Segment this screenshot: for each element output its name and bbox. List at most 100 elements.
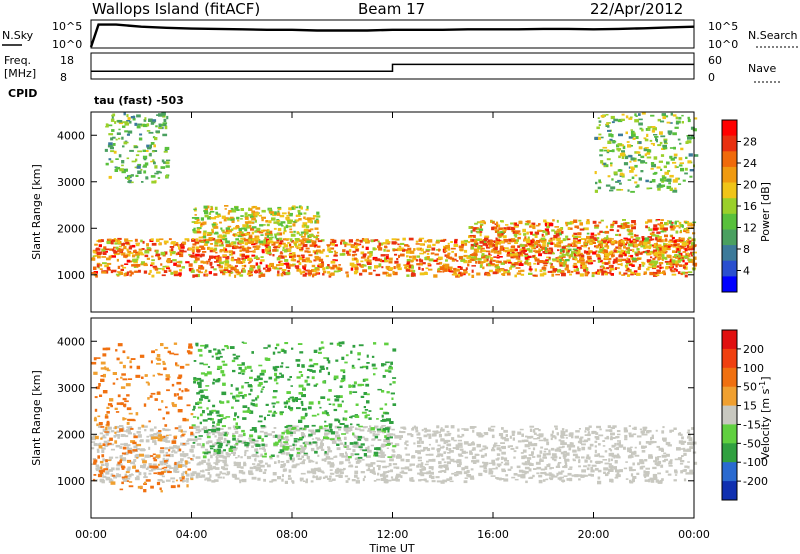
heatmap-cell	[443, 268, 448, 272]
heatmap-cell	[528, 249, 533, 253]
heatmap-cell	[309, 459, 313, 462]
heatmap-cell	[543, 269, 546, 272]
heatmap-cell	[217, 260, 220, 263]
heatmap-cell	[604, 237, 609, 240]
heatmap-cell	[440, 428, 445, 432]
heatmap-cell	[632, 476, 637, 479]
heatmap-cell	[197, 437, 202, 440]
heatmap-cell	[674, 458, 679, 461]
heatmap-cell	[301, 461, 305, 465]
heatmap-cell	[429, 471, 434, 475]
heatmap-cell	[510, 253, 514, 257]
heatmap-cell	[661, 114, 665, 117]
heatmap-cell	[680, 448, 685, 450]
heatmap-cell	[677, 138, 681, 141]
heatmap-cell	[134, 270, 139, 273]
heatmap-cell	[590, 262, 594, 265]
heatmap-cell	[656, 231, 661, 234]
heatmap-cell	[121, 136, 124, 140]
heatmap-cell	[178, 425, 182, 429]
heatmap-cell	[241, 227, 246, 230]
heatmap-cell	[437, 256, 443, 260]
heatmap-cell	[129, 274, 132, 277]
heatmap-cell	[289, 445, 293, 447]
heatmap-cell	[650, 436, 654, 439]
heatmap-cell	[644, 445, 647, 448]
heatmap-cell	[655, 254, 658, 258]
heatmap-cell	[634, 239, 639, 242]
heatmap-cell	[554, 449, 559, 452]
heatmap-cell	[302, 270, 306, 274]
heatmap-cell	[586, 454, 590, 457]
heatmap-cell	[322, 248, 325, 252]
heatmap-cell	[432, 243, 436, 247]
heatmap-cell	[552, 259, 557, 262]
heatmap-cell	[479, 465, 485, 468]
heatmap-cell	[214, 244, 219, 247]
heatmap-cell	[538, 248, 541, 251]
heatmap-cell	[477, 248, 480, 252]
heatmap-cell	[628, 117, 633, 120]
heatmap-cell	[457, 266, 462, 268]
heatmap-cell	[179, 249, 185, 253]
heatmap-cell	[548, 239, 553, 242]
power-colorbar-label: Power [dB]	[759, 182, 772, 242]
heatmap-cell	[385, 260, 389, 263]
heatmap-cell	[634, 119, 639, 123]
heatmap-cell	[117, 436, 120, 439]
heatmap-cell	[322, 476, 326, 479]
heatmap-cell	[644, 426, 648, 429]
heatmap-cell	[350, 267, 354, 271]
heatmap-cell	[299, 271, 304, 274]
heatmap-cell	[630, 130, 635, 134]
heatmap-cell	[594, 226, 599, 229]
heatmap-cell	[102, 262, 107, 265]
heatmap-cell	[317, 256, 321, 259]
heatmap-cell	[590, 238, 594, 240]
heatmap-cell	[659, 266, 662, 270]
heatmap-cell	[530, 435, 534, 439]
heatmap-cell	[314, 220, 317, 224]
heatmap-cell	[238, 231, 242, 234]
heatmap-cell	[152, 265, 157, 268]
heatmap-cell	[140, 253, 145, 256]
heatmap-cell	[453, 272, 458, 276]
heatmap-cell	[260, 259, 265, 262]
heatmap-cell	[532, 233, 536, 236]
heatmap-cell	[394, 260, 399, 264]
heatmap-cell	[444, 425, 449, 428]
heatmap-cell	[547, 221, 549, 225]
heatmap-cell	[576, 226, 580, 229]
heatmap-cell	[354, 435, 359, 439]
heatmap-cell	[610, 164, 613, 167]
heatmap-cell	[208, 247, 214, 251]
heatmap-cell	[507, 249, 511, 252]
heatmap-cell	[428, 475, 432, 478]
heatmap-cell	[353, 265, 359, 268]
heatmap-cell	[488, 269, 493, 273]
heatmap-cell	[283, 262, 287, 265]
heatmap-cell	[594, 189, 598, 193]
heatmap-cell	[200, 217, 204, 221]
heatmap-cell	[595, 271, 598, 275]
heatmap-cell	[606, 164, 609, 167]
heatmap-cell	[495, 237, 498, 241]
heatmap-cell	[177, 461, 180, 465]
heatmap-cell	[594, 454, 599, 457]
heatmap-cell	[399, 247, 404, 250]
y-tick-label: 4000	[57, 129, 85, 142]
heatmap-cell	[189, 448, 194, 453]
heatmap-cell	[261, 388, 264, 391]
heatmap-cell	[310, 480, 314, 483]
heatmap-cell	[129, 270, 132, 274]
heatmap-cell	[610, 449, 613, 452]
heatmap-cell	[666, 220, 670, 222]
heatmap-cell	[658, 160, 663, 163]
heatmap-cell	[472, 441, 475, 445]
heatmap-cell	[536, 454, 542, 458]
heatmap-cell	[314, 244, 318, 247]
heatmap-cell	[578, 460, 581, 464]
heatmap-cell	[138, 252, 143, 255]
heatmap-cell	[646, 187, 650, 190]
heatmap-cell	[559, 229, 563, 232]
